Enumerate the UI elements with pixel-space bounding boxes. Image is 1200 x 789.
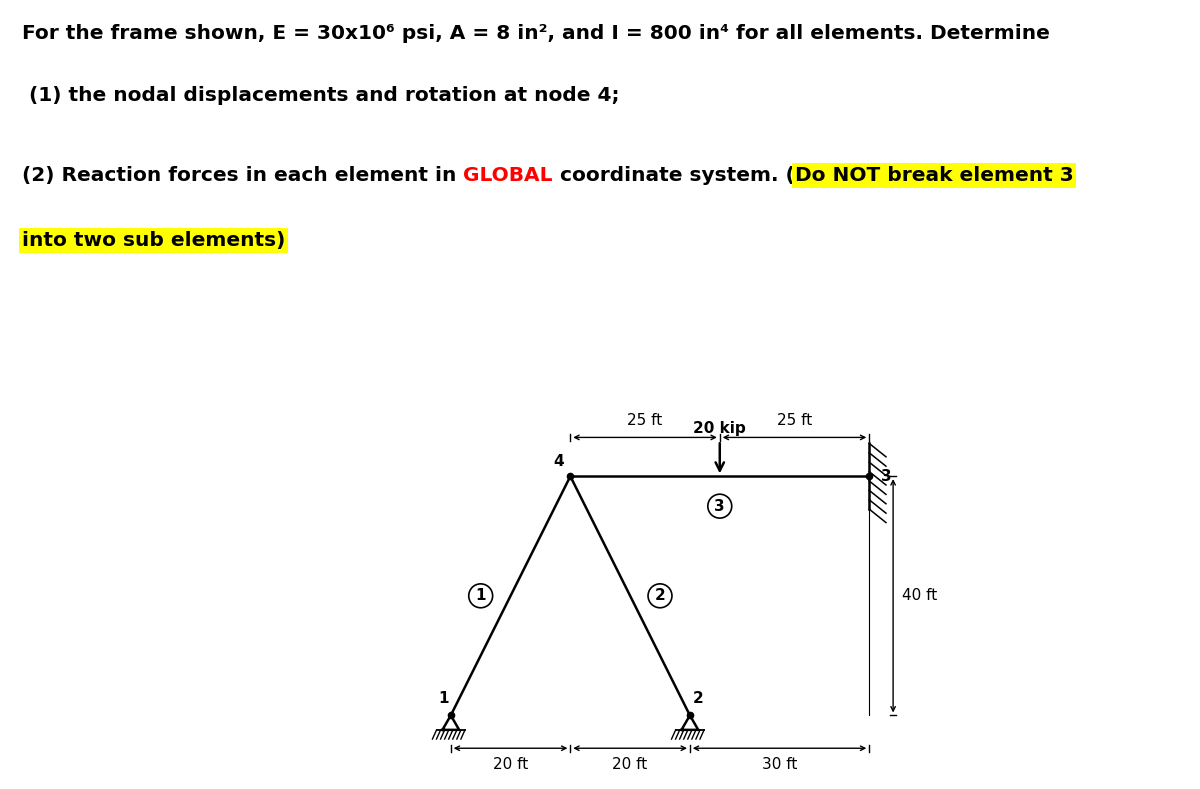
Circle shape xyxy=(708,494,732,518)
Text: 30 ft: 30 ft xyxy=(762,757,797,772)
Text: 4: 4 xyxy=(553,454,564,469)
Text: 20 kip: 20 kip xyxy=(694,421,746,436)
Text: 1: 1 xyxy=(475,589,486,604)
Text: For the frame shown, E = 30x10⁶ psi, A = 8 in², and I = 800 in⁴ for all elements: For the frame shown, E = 30x10⁶ psi, A =… xyxy=(22,24,1050,43)
Text: 25 ft: 25 ft xyxy=(628,413,662,428)
Text: coordinate system. (: coordinate system. ( xyxy=(553,166,794,185)
Text: 25 ft: 25 ft xyxy=(776,413,812,428)
Circle shape xyxy=(648,584,672,608)
Text: GLOBAL: GLOBAL xyxy=(463,166,553,185)
Text: 2: 2 xyxy=(692,691,703,706)
Text: (1) the nodal displacements and rotation at node 4;: (1) the nodal displacements and rotation… xyxy=(22,86,619,105)
Text: 1: 1 xyxy=(438,691,449,706)
Text: 40 ft: 40 ft xyxy=(902,589,937,604)
Text: Do NOT break element 3: Do NOT break element 3 xyxy=(794,166,1073,185)
Text: 3: 3 xyxy=(881,469,892,484)
Text: 2: 2 xyxy=(655,589,665,604)
Text: (2) Reaction forces in each element in: (2) Reaction forces in each element in xyxy=(22,166,463,185)
Text: 3: 3 xyxy=(714,499,725,514)
Circle shape xyxy=(469,584,493,608)
Text: 20 ft: 20 ft xyxy=(612,757,648,772)
Text: into two sub elements): into two sub elements) xyxy=(22,231,286,250)
Text: 20 ft: 20 ft xyxy=(493,757,528,772)
